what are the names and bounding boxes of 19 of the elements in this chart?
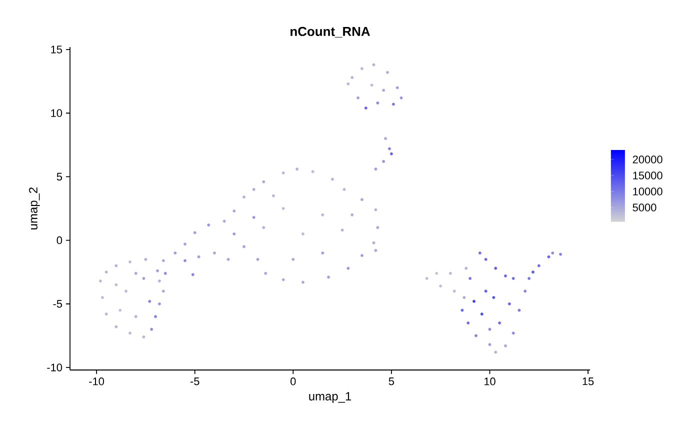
y-axis-title: umap_2 (28, 188, 40, 230)
x-tick-label: -5 (190, 378, 200, 386)
x-tick-label: 10 (484, 378, 496, 386)
color-bar-label: 10000 (633, 188, 662, 196)
x-tick-label: -10 (89, 378, 104, 386)
y-tick-label: 5 (56, 172, 62, 181)
y-tick-label: -5 (53, 300, 62, 308)
y-tick-label: -10 (47, 364, 62, 372)
y-tick-label: 0 (56, 236, 62, 244)
y-tick-label: 10 (51, 109, 62, 118)
x-tick-label: 5 (388, 378, 394, 386)
x-tick-label: 0 (290, 378, 296, 386)
y-tick-label: 15 (51, 46, 62, 54)
color-bar-label: 20000 (632, 156, 662, 164)
x-tick-label: 15 (582, 378, 594, 386)
color-bar-label: 5000 (632, 204, 656, 212)
color-bar-label: 15000 (633, 172, 662, 180)
x-axis-title: umap_1 (309, 392, 352, 403)
chart-title: nCount_RNA (290, 26, 370, 38)
